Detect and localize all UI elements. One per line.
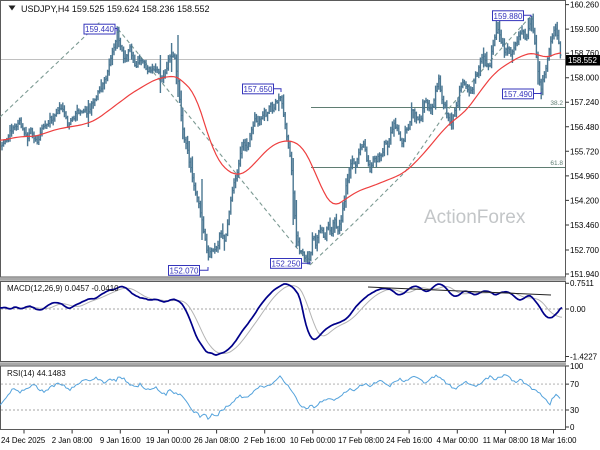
svg-text:154.200: 154.200 xyxy=(570,196,599,205)
svg-text:RSI(14) 44.1483: RSI(14) 44.1483 xyxy=(7,369,66,378)
svg-text:11 Mar 08:00: 11 Mar 08:00 xyxy=(483,436,529,445)
svg-text:158.000: 158.000 xyxy=(570,74,599,83)
svg-text:70: 70 xyxy=(570,380,579,389)
svg-text:19 Jan 00:00: 19 Jan 00:00 xyxy=(146,436,192,445)
svg-text:26 Jan 08:00: 26 Jan 08:00 xyxy=(194,436,240,445)
svg-text:10 Feb 00:00: 10 Feb 00:00 xyxy=(290,436,337,445)
svg-text:61.8: 61.8 xyxy=(550,160,563,167)
svg-text:152.070: 152.070 xyxy=(170,267,199,276)
svg-text:100: 100 xyxy=(570,362,584,371)
svg-text:ActionForex: ActionForex xyxy=(424,207,526,228)
svg-text:157.650: 157.650 xyxy=(244,85,273,94)
svg-text:153.460: 153.460 xyxy=(570,221,599,230)
svg-text:0.00: 0.00 xyxy=(570,305,586,314)
svg-text:0: 0 xyxy=(570,423,575,432)
svg-text:158.760: 158.760 xyxy=(570,49,599,58)
svg-text:159.500: 159.500 xyxy=(570,25,599,34)
svg-text:151.940: 151.940 xyxy=(570,270,599,279)
svg-text:152.700: 152.700 xyxy=(570,246,599,255)
svg-text:MACD(12,26,9) 0.0457 -0.0410: MACD(12,26,9) 0.0457 -0.0410 xyxy=(7,284,119,293)
svg-text:2 Feb 16:00: 2 Feb 16:00 xyxy=(244,436,286,445)
svg-text:160.260: 160.260 xyxy=(570,1,599,10)
svg-text:154.960: 154.960 xyxy=(570,172,599,181)
svg-text:30: 30 xyxy=(570,406,579,415)
svg-text:-1.4227: -1.4227 xyxy=(570,353,598,362)
svg-text:159.440: 159.440 xyxy=(85,25,114,34)
svg-text:24 Feb 16:00: 24 Feb 16:00 xyxy=(386,436,433,445)
svg-text:157.240: 157.240 xyxy=(570,98,599,107)
svg-text:0.7511: 0.7511 xyxy=(570,279,594,288)
svg-text:155.720: 155.720 xyxy=(570,147,599,156)
svg-text:9 Jan 16:00: 9 Jan 16:00 xyxy=(100,436,141,445)
svg-text:24 Dec 2025: 24 Dec 2025 xyxy=(1,436,46,445)
svg-text:USDJPY,H4 159.525 159.624 158: USDJPY,H4 159.525 159.624 158.236 158.55… xyxy=(21,4,210,14)
svg-text:152.250: 152.250 xyxy=(272,260,301,269)
svg-text:2 Jan 08:00: 2 Jan 08:00 xyxy=(52,436,93,445)
svg-text:17 Feb 08:00: 17 Feb 08:00 xyxy=(338,436,385,445)
svg-text:159.880: 159.880 xyxy=(494,12,523,21)
svg-text:18 Mar 16:00: 18 Mar 16:00 xyxy=(531,436,578,445)
svg-text:38.2: 38.2 xyxy=(550,100,563,107)
svg-text:157.490: 157.490 xyxy=(504,90,533,99)
svg-text:4 Mar 00:00: 4 Mar 00:00 xyxy=(436,436,478,445)
svg-text:158.552: 158.552 xyxy=(568,56,597,65)
svg-text:156.480: 156.480 xyxy=(570,123,599,132)
